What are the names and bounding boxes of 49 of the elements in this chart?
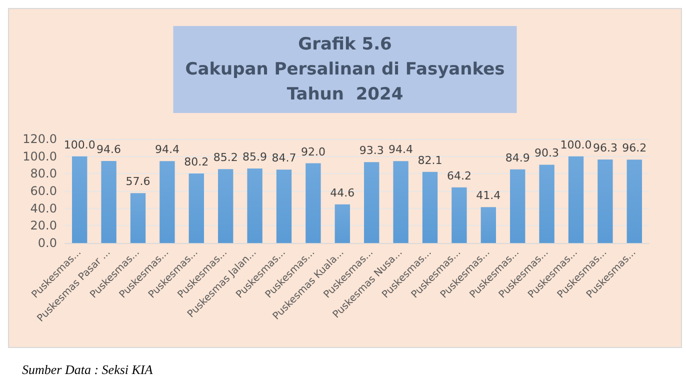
bar (539, 164, 554, 243)
data-label: 93.3 (359, 144, 384, 158)
data-label: 44.6 (330, 186, 355, 200)
data-label: 85.2 (213, 151, 238, 164)
bar (247, 168, 262, 243)
bar (510, 169, 526, 243)
bar (218, 169, 234, 243)
y-tick-label: 100.0 (22, 149, 57, 164)
bar (101, 161, 116, 243)
bar (598, 160, 613, 243)
bar (393, 161, 408, 243)
bar (364, 162, 380, 243)
y-tick-label: 0.0 (38, 236, 57, 250)
bar (276, 170, 292, 243)
data-label: 94.4 (154, 143, 180, 156)
data-label: 94.4 (388, 143, 414, 156)
data-label: 82.1 (418, 154, 442, 167)
data-label: 100.0 (560, 138, 592, 152)
data-label: 100.0 (64, 138, 96, 152)
data-label: 85.9 (242, 150, 268, 164)
bar (480, 207, 496, 243)
text: Sumber Data : Seksi KIA (22, 362, 153, 378)
bar (334, 204, 350, 243)
y-tick-label: 60.0 (30, 184, 57, 198)
bar (568, 156, 584, 243)
data-label: 92.0 (300, 145, 326, 158)
y-tick-label: 120.0 (22, 132, 57, 146)
y-tick-label: 80.0 (30, 166, 57, 181)
data-label: 64.2 (446, 169, 472, 182)
y-tick-label: 40.0 (30, 201, 57, 216)
bar (188, 173, 204, 243)
data-label: 84.7 (272, 152, 296, 165)
bar (72, 156, 88, 243)
bar (306, 163, 321, 243)
y-tick-label: 20.0 (30, 218, 57, 233)
data-label: 96.2 (622, 142, 647, 155)
bar (626, 160, 642, 243)
bar (160, 161, 175, 243)
bar (452, 187, 467, 243)
bar (422, 172, 438, 243)
data-label: 80.2 (184, 155, 209, 168)
data-label: 94.6 (96, 143, 122, 156)
bar (130, 193, 146, 243)
chart-title: Grafik 5.6 Cakupan Persalinan di Fasyankes Tahun 2024 (185, 34, 505, 104)
data-label: 84.9 (505, 151, 530, 164)
data-label: 41.4 (476, 189, 501, 202)
data-label: 96.3 (592, 142, 618, 155)
data-label: 90.3 (534, 146, 560, 160)
data-label: 57.6 (126, 175, 150, 188)
